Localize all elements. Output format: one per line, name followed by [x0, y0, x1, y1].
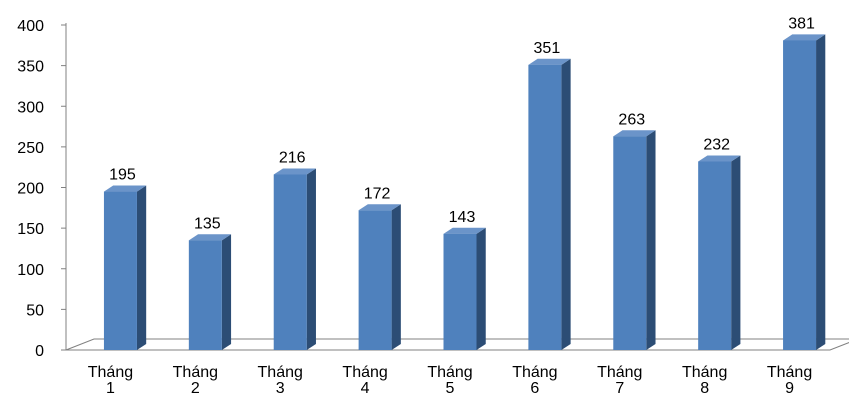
- data-label: 381: [788, 15, 815, 32]
- category-label: Tháng 5: [427, 364, 472, 394]
- category-label: Tháng 7: [597, 364, 642, 394]
- bar-top-face: [103, 185, 147, 192]
- y-tick-label: 50: [26, 302, 44, 319]
- data-label: 143: [449, 209, 476, 226]
- bar: [273, 168, 316, 350]
- category-label: Tháng 6: [512, 364, 557, 394]
- category-label: Tháng 8: [682, 364, 727, 394]
- data-labels: 195 135 216 172 143 351 263 232 381: [109, 15, 815, 232]
- data-label: 351: [534, 40, 561, 57]
- bar-front-face: [528, 64, 562, 350]
- bar-top-face: [273, 168, 316, 175]
- y-tick-label: 200: [17, 181, 44, 198]
- bar-side-face: [306, 168, 316, 350]
- bar: [443, 227, 486, 350]
- bar-top-face: [613, 130, 656, 137]
- category-labels: Tháng 1 Tháng 2 Tháng 3 Tháng 4 Tháng 5 Tháng 6 Thán…: [88, 364, 812, 394]
- y-tick-label: 100: [17, 262, 44, 279]
- category-label: Tháng 3: [258, 364, 303, 394]
- bar: [358, 204, 401, 350]
- bar-front-face: [358, 210, 392, 350]
- bar-side-face: [731, 155, 741, 350]
- data-label: 195: [109, 167, 136, 184]
- category-label: Tháng 4: [342, 364, 387, 394]
- bar-top-face: [698, 155, 741, 162]
- bar: [783, 34, 826, 350]
- bar-top-face: [443, 227, 486, 234]
- data-label: 232: [703, 137, 730, 154]
- bar-side-face: [391, 204, 401, 350]
- data-label: 135: [194, 215, 221, 232]
- bar: [528, 58, 571, 350]
- bar-top-face: [783, 34, 826, 41]
- y-tick-label: 250: [17, 140, 44, 157]
- bar: [613, 130, 656, 350]
- bar-side-face: [476, 227, 486, 350]
- bar: [188, 234, 232, 350]
- data-label: 216: [279, 150, 306, 167]
- bar-front-face: [698, 161, 732, 350]
- data-label: 263: [618, 111, 645, 128]
- bar-front-face: [783, 40, 817, 350]
- y-tick-label: 150: [17, 221, 44, 238]
- bar-top-face: [358, 204, 401, 211]
- y-tick-labels: 0 50 100 150 200 250 300 350 400: [17, 18, 66, 360]
- bar-top-face: [188, 234, 232, 241]
- bar-front-face: [188, 240, 222, 350]
- category-label: Tháng 2: [173, 364, 218, 394]
- bar-front-face: [613, 136, 647, 350]
- data-label: 172: [364, 185, 391, 202]
- bar: [103, 185, 147, 350]
- category-label: Tháng 9: [767, 364, 812, 394]
- bar-side-face: [136, 185, 147, 350]
- bar: [698, 155, 741, 350]
- bar-side-face: [561, 58, 571, 350]
- bar-side-face: [646, 130, 656, 350]
- category-label: Tháng 1: [88, 364, 133, 394]
- bar-front-face: [273, 174, 307, 350]
- y-tick-label: 300: [17, 99, 44, 116]
- bar-front-face: [443, 233, 477, 350]
- bar-front-face: [103, 191, 137, 350]
- y-tick-label: 350: [17, 59, 44, 76]
- y-tick-label: 0: [35, 343, 44, 360]
- bar-side-face: [221, 234, 232, 350]
- bar-side-face: [816, 34, 826, 350]
- bars: [103, 34, 826, 350]
- y-tick-label: 400: [17, 18, 44, 35]
- bar-top-face: [528, 58, 571, 65]
